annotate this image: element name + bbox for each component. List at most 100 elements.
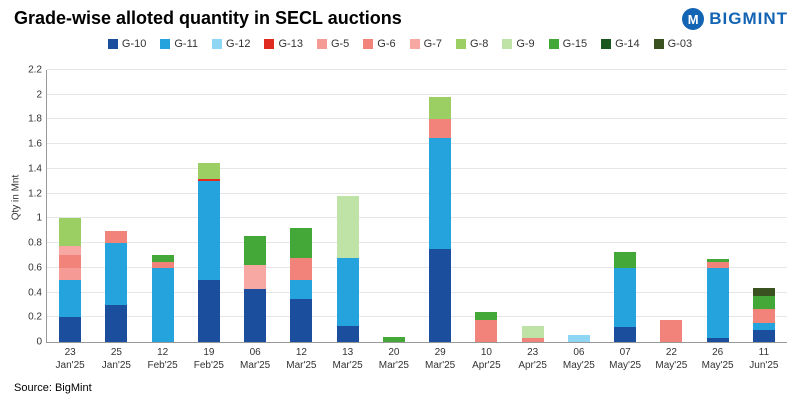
- y-tick-label: 0.2: [28, 311, 42, 323]
- x-tick-label: 20 Mar'25: [378, 347, 409, 371]
- legend-swatch-icon: [160, 39, 171, 49]
- gridline: [47, 167, 787, 169]
- legend-item-g-6[interactable]: G-6: [363, 38, 396, 50]
- bar-segment-g-13: [197, 178, 220, 182]
- gridline: [47, 69, 787, 70]
- legend-label: G-12: [226, 38, 251, 50]
- bar-slot: 23 Apr'25: [510, 70, 556, 371]
- source-note: Source: BigMint: [14, 382, 92, 394]
- legend-item-g-12[interactable]: G-12: [212, 38, 250, 50]
- x-tick-label: 26 May'25: [701, 347, 734, 371]
- y-tick-label: 1.2: [28, 188, 42, 200]
- stacked-bar: [244, 235, 267, 342]
- legend-swatch-icon: [502, 39, 513, 49]
- bar-segment-g-10: [706, 338, 729, 342]
- bar-segment-g-6: [475, 319, 498, 342]
- x-tick-label: 07 May'25: [609, 347, 642, 371]
- legend-label: G-13: [278, 38, 303, 50]
- legend-swatch-icon: [455, 39, 466, 49]
- x-tick-label: 19 Feb'25: [193, 347, 224, 371]
- stacked-bar-chart: Qty in Mnt 0 0.2 0.4 0.6 0.8 1 1.2 1.4 1.6 1.8 2 2.…: [0, 62, 800, 372]
- y-tick-label: 1: [36, 212, 42, 224]
- bar-slot: 12 Feb'25: [140, 70, 186, 371]
- x-tick-label: 23 Apr'25: [518, 347, 547, 371]
- bar-segment-g-15: [475, 312, 498, 320]
- legend-swatch-icon: [548, 39, 559, 49]
- legend-label: G-10: [121, 38, 147, 50]
- y-tick-label: 2.2: [28, 64, 42, 76]
- bar-slot: 10 Apr'25: [463, 70, 509, 371]
- bar-segment-g-11: [706, 267, 729, 339]
- bar-slot: 12 Mar'25: [278, 70, 324, 371]
- stacked-bar: [567, 334, 590, 342]
- bar-slot: 20 Mar'25: [371, 70, 417, 371]
- bar-segment-g-6: [105, 230, 128, 244]
- bar-segment-g-10: [429, 249, 452, 342]
- bar-segment-g-15: [382, 337, 405, 342]
- bar-segment-g-10: [59, 317, 82, 342]
- legend-swatch-icon: [212, 39, 223, 49]
- bar-slot: 26 May'25: [695, 70, 741, 371]
- legend-item-g-5[interactable]: G-5: [316, 38, 349, 50]
- y-tick-label: 1.8: [28, 113, 42, 125]
- y-tick-label: 0.4: [28, 287, 42, 299]
- bar-segment-g-5: [59, 267, 82, 281]
- stacked-bar: [197, 162, 220, 342]
- legend-item-g-14[interactable]: G-14: [601, 38, 640, 50]
- legend-item-g-03[interactable]: G-03: [653, 38, 693, 50]
- bigmint-logo-icon: M: [682, 8, 705, 30]
- gridline: [47, 291, 787, 293]
- stacked-bar: [521, 325, 544, 342]
- bar-segment-g-15: [706, 259, 729, 262]
- legend-label: G-6: [377, 38, 396, 50]
- legend-item-g-8[interactable]: G-8: [455, 38, 488, 50]
- x-tick-label: 12 Feb'25: [147, 347, 178, 371]
- bar-segment-g-8: [429, 97, 452, 120]
- x-tick-label: 10 Apr'25: [472, 347, 501, 371]
- bar-segment-g-10: [336, 325, 359, 342]
- gridline: [47, 242, 787, 244]
- gridline: [47, 118, 787, 120]
- stacked-bar: [105, 230, 128, 342]
- legend-swatch-icon: [601, 39, 612, 49]
- bar-segment-g-03: [752, 287, 775, 297]
- stacked-bar: [151, 255, 174, 342]
- bar-segment-g-12: [567, 334, 590, 342]
- legend-item-g-10[interactable]: G-10: [107, 38, 147, 50]
- legend-item-g-15[interactable]: G-15: [548, 38, 587, 50]
- legend-item-g-11[interactable]: G-11: [160, 38, 198, 50]
- plot-area: 0 0.2 0.4 0.6 0.8 1 1.2 1.4 1.6 1.8 2 2.2 23 Jan'25 25…: [28, 65, 787, 371]
- bar-segment-g-6: [151, 261, 174, 268]
- x-tick-label: 22 May'25: [655, 347, 688, 371]
- gridline: [47, 93, 787, 95]
- bar-segment-g-6: [59, 255, 82, 268]
- stacked-bar: [614, 251, 637, 342]
- gridline: [47, 143, 787, 145]
- legend-swatch-icon: [316, 39, 327, 49]
- bar-slot: 25 Jan'25: [93, 70, 139, 371]
- stacked-bar: [706, 259, 729, 342]
- x-tick-label: 06 Mar'25: [239, 347, 271, 371]
- bar-segment-g-8: [59, 218, 82, 246]
- stacked-bar: [475, 312, 498, 342]
- bar-slot: 06 Mar'25: [232, 70, 278, 371]
- y-tick-label: 0.8: [28, 237, 42, 249]
- legend-item-g-7[interactable]: G-7: [409, 38, 442, 50]
- legend-item-g-13[interactable]: G-13: [264, 38, 303, 50]
- bar-segment-g-10: [197, 280, 220, 342]
- bar-segment-g-7: [244, 265, 267, 289]
- legend-item-g-9[interactable]: G-9: [502, 38, 535, 50]
- bar-segment-g-11: [429, 138, 452, 250]
- stacked-bar: [336, 196, 359, 342]
- x-tick-label: 06 May'25: [562, 347, 595, 371]
- x-tick-label: 11 Jun'25: [749, 347, 779, 371]
- gridline: [47, 217, 787, 219]
- stacked-bar: [59, 218, 82, 342]
- stacked-bar: [382, 337, 405, 342]
- legend-label: G-11: [174, 38, 199, 50]
- y-tick-label: 0.6: [28, 262, 42, 274]
- stacked-bar: [290, 228, 313, 342]
- x-tick-label: 12 Mar'25: [286, 347, 317, 371]
- chart-legend: G-10 G-11 G-12 G-13 G-5 G-6 G-7 G-8 G-9 G-15 G-14 G…: [0, 36, 800, 52]
- legend-label: G-03: [667, 38, 693, 50]
